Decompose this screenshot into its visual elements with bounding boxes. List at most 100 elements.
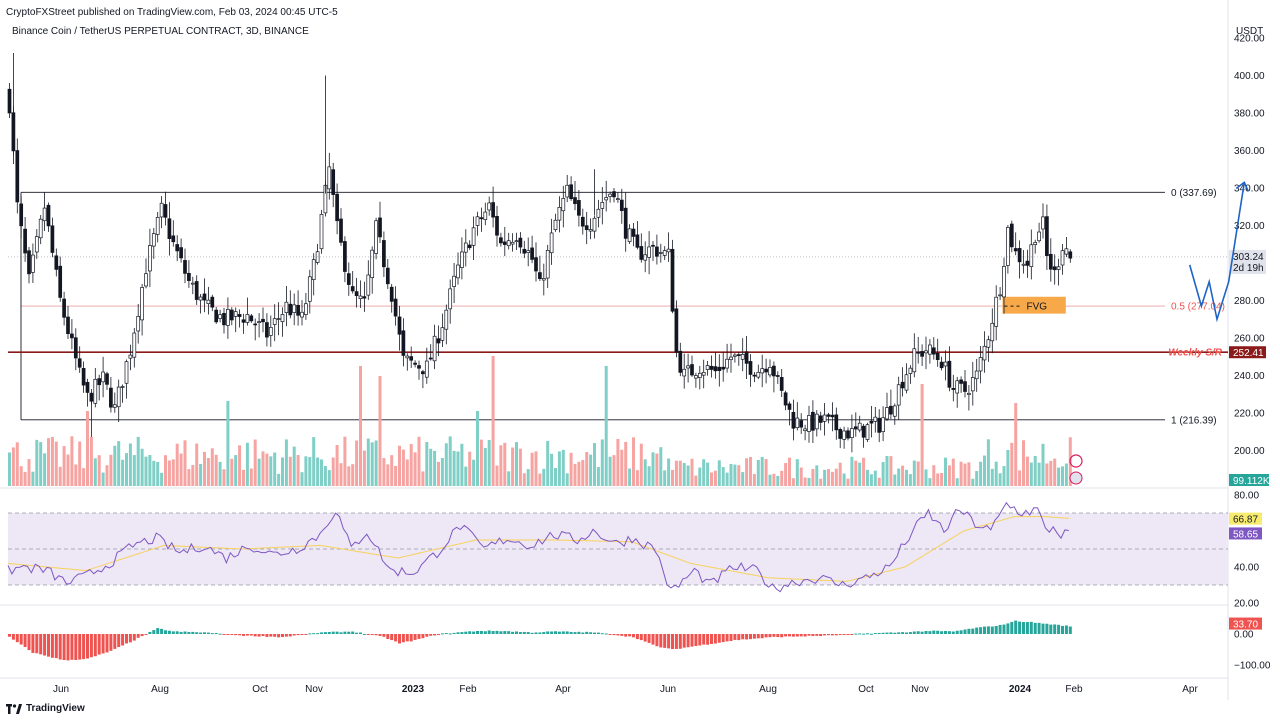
volume-bar — [296, 455, 300, 486]
candle-body — [1060, 250, 1065, 266]
price-tick-label: 220.00 — [1234, 409, 1265, 420]
oscillator-bar — [671, 634, 674, 650]
oscillator-bar — [916, 631, 920, 634]
oscillator-bar — [971, 628, 975, 634]
candle-body — [978, 357, 983, 372]
candle-body — [518, 237, 523, 248]
oscillator-bar — [936, 630, 940, 634]
oscillator-bar — [421, 634, 425, 639]
volume-bar — [156, 461, 160, 486]
candle-body — [764, 368, 768, 373]
oscillator-bar — [292, 634, 296, 636]
oscillator-bar — [86, 634, 89, 659]
volume-bar — [565, 473, 569, 486]
oscillator-bar — [1068, 626, 1072, 634]
price-tick-label: 240.00 — [1234, 371, 1265, 382]
candle-body — [151, 233, 156, 247]
volume-bar — [1045, 463, 1049, 486]
candle-body — [885, 407, 889, 420]
candle-body — [389, 286, 394, 302]
volume-bar — [721, 467, 725, 486]
oscillator-bar — [830, 634, 834, 636]
volume-bar — [222, 469, 226, 486]
rsi-ma-badge-value: 66.87 — [1233, 515, 1258, 526]
candle-body — [931, 347, 936, 355]
candle-body — [460, 251, 464, 268]
tradingview-brand: TradingView — [26, 703, 85, 714]
oscillator-bar — [105, 634, 109, 653]
oscillator-bar — [749, 634, 752, 640]
candle-body — [967, 392, 971, 395]
oscillator-bar — [819, 634, 823, 637]
volume-bar — [70, 436, 74, 486]
symbol-title: Binance Coin / TetherUS PERPETUAL CONTRA… — [12, 26, 309, 37]
last-price-countdown: 2d 19h — [1233, 263, 1264, 274]
oscillator-bar — [503, 631, 507, 634]
candle-body — [421, 371, 425, 375]
oscillator-bar — [456, 632, 460, 634]
oscillator-bar — [1045, 623, 1049, 634]
volume-bar — [425, 442, 429, 486]
oscillator-bar — [281, 634, 284, 638]
oscillator-bar — [975, 627, 979, 634]
volume-bar — [608, 456, 612, 486]
volume-bar — [23, 471, 27, 486]
candle-body — [34, 236, 39, 253]
candle-body — [253, 323, 258, 326]
volume-bar — [877, 477, 881, 486]
oscillator-bar — [284, 634, 288, 637]
candle-body — [838, 429, 843, 439]
volume-bar — [433, 450, 437, 486]
candle-body — [970, 377, 975, 392]
oscillator-bar — [238, 634, 242, 636]
volume-bar — [815, 465, 819, 486]
volume-bar — [936, 473, 940, 486]
oscillator-bar — [156, 628, 160, 634]
candle-body — [853, 426, 858, 430]
rsi-badge-value: 58.65 — [1233, 529, 1258, 540]
oscillator-bar — [733, 634, 737, 640]
candle-body — [112, 404, 117, 408]
oscillator-bar — [97, 634, 101, 655]
oscillator-bar — [308, 633, 312, 635]
volume-bar — [752, 474, 756, 486]
oscillator-bar — [881, 632, 885, 634]
candle-body — [463, 242, 468, 253]
oscillator-bar — [600, 633, 604, 635]
candle-body — [822, 414, 827, 422]
volume-bar — [47, 438, 50, 486]
volume-bar — [199, 463, 203, 486]
volume-bar — [1025, 456, 1029, 486]
candle-body — [569, 184, 573, 200]
volume-bar — [967, 462, 971, 486]
volume-bar — [413, 452, 417, 486]
candle-body — [584, 225, 589, 230]
volume-bar — [35, 439, 39, 486]
volume-bar — [74, 464, 78, 486]
oscillator-bar — [109, 634, 113, 651]
oscillator-bar — [460, 632, 464, 634]
candle-body — [77, 358, 82, 368]
candle-body — [261, 318, 265, 323]
candle-body — [502, 241, 507, 245]
candle-body — [705, 365, 710, 370]
volume-bar — [725, 472, 729, 486]
oscillator-bar — [624, 634, 628, 637]
volume-bar — [417, 436, 421, 486]
candle-body — [588, 229, 593, 232]
candle-body — [491, 202, 495, 218]
volume-bar — [265, 453, 269, 486]
candle-body — [694, 375, 698, 379]
volume-bar — [955, 478, 959, 486]
volume-bar — [125, 453, 128, 486]
tradingview-logo[interactable]: TradingView — [6, 703, 85, 714]
candle-body — [229, 309, 234, 321]
candle-body — [658, 252, 663, 254]
candle-body — [120, 386, 125, 388]
price-tick-label: 420.00 — [1234, 34, 1265, 45]
volume-bar — [951, 458, 955, 486]
time-tick-label: Jun — [660, 684, 676, 695]
candle-body — [327, 166, 332, 190]
price-tick-label: 200.00 — [1234, 446, 1265, 457]
candle-body — [596, 208, 601, 218]
